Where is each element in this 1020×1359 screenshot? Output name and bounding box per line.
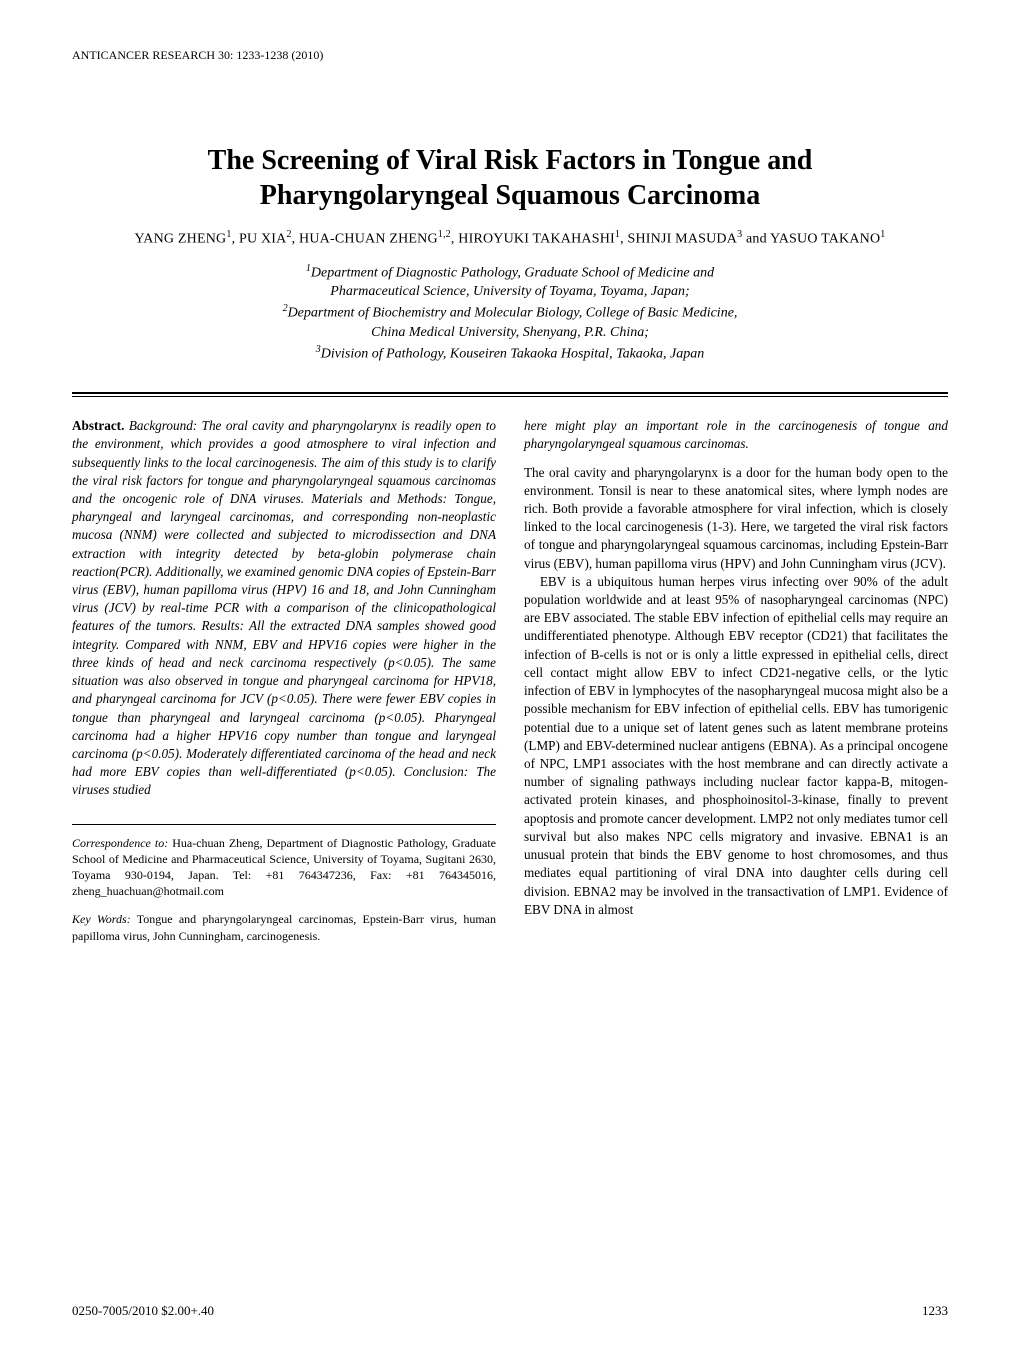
affiliations: 1Department of Diagnostic Pathology, Gra…	[72, 262, 948, 364]
title-line-1: The Screening of Viral Risk Factors in T…	[208, 145, 813, 176]
abstract-continuation: here might play an important role in the…	[524, 417, 948, 453]
abstract-tail: here might play an important role in the…	[524, 418, 948, 451]
abstract-paragraph: Abstract. Background: The oral cavity an…	[72, 417, 496, 800]
section-rule-thick	[72, 392, 948, 394]
authors: YANG ZHENG1, PU XIA2, HUA-CHUAN ZHENG1,2…	[72, 229, 948, 248]
abstract-label: Abstract.	[72, 418, 124, 433]
page-footer: 0250-7005/2010 $2.00+.40 1233	[72, 1303, 948, 1319]
paragraph-gap	[524, 454, 948, 464]
left-column: Abstract. Background: The oral cavity an…	[72, 417, 496, 944]
intro-paragraph-2: EBV is a ubiquitous human herpes virus i…	[524, 573, 948, 919]
keywords-block: Key Words: Tongue and pharyngolaryngeal …	[72, 911, 496, 943]
keywords-text: Tongue and pharyngolaryngeal carcinomas,…	[72, 912, 496, 942]
correspondence-block: Correspondence to: Hua-chuan Zheng, Depa…	[72, 835, 496, 900]
abstract-body: Background: The oral cavity and pharyngo…	[72, 418, 496, 797]
keywords-label: Key Words:	[72, 912, 131, 926]
footer-left: 0250-7005/2010 $2.00+.40	[72, 1303, 214, 1319]
right-column: here might play an important role in the…	[524, 417, 948, 944]
correspondence-label: Correspondence to:	[72, 836, 168, 850]
two-column-body: Abstract. Background: The oral cavity an…	[72, 417, 948, 944]
section-rule-thin	[72, 396, 948, 397]
article-title: The Screening of Viral Risk Factors in T…	[72, 143, 948, 213]
footer-page-number: 1233	[922, 1303, 948, 1319]
intro-paragraph-1: The oral cavity and pharyngolarynx is a …	[524, 464, 948, 573]
running-head: ANTICANCER RESEARCH 30: 1233-1238 (2010)	[72, 48, 948, 63]
correspondence-divider	[72, 824, 496, 825]
title-line-2: Pharyngolaryngeal Squamous Carcinoma	[260, 180, 760, 211]
title-block: The Screening of Viral Risk Factors in T…	[72, 143, 948, 364]
